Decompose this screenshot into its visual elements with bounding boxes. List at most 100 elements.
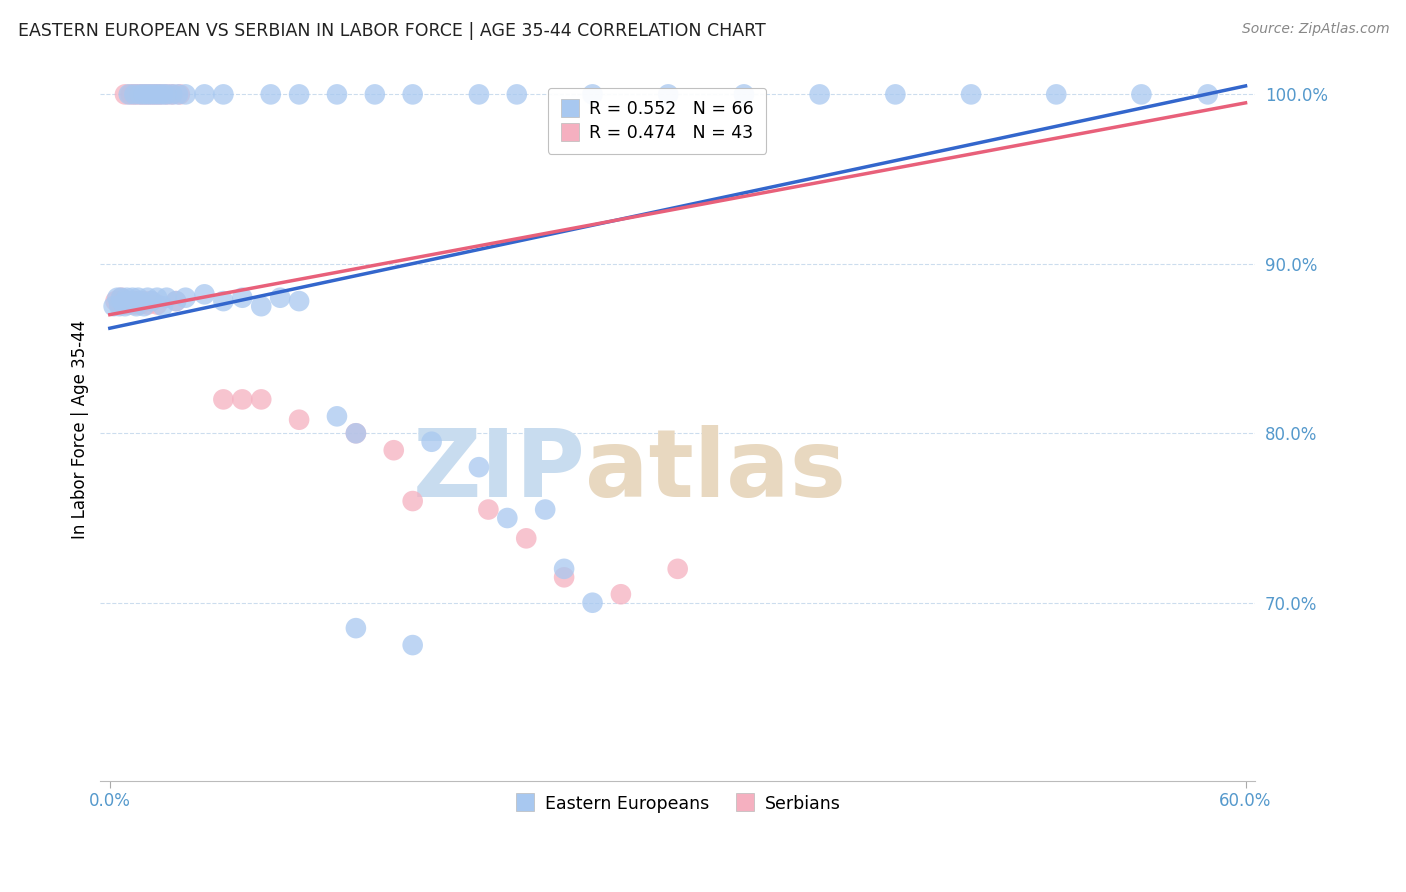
Point xyxy=(115,294,138,309)
Text: ZIP: ZIP xyxy=(412,425,585,517)
Point xyxy=(118,297,141,311)
Point xyxy=(112,294,135,309)
Y-axis label: In Labor Force | Age 35-44: In Labor Force | Age 35-44 xyxy=(72,319,89,539)
Point xyxy=(402,494,425,508)
Point xyxy=(127,87,149,102)
Point xyxy=(808,87,831,102)
Point xyxy=(152,87,174,102)
Point xyxy=(124,87,146,102)
Point xyxy=(288,413,311,427)
Point xyxy=(131,87,153,102)
Point xyxy=(155,87,177,102)
Point xyxy=(138,87,160,102)
Point xyxy=(105,291,128,305)
Point xyxy=(884,87,907,102)
Point xyxy=(132,299,155,313)
Point xyxy=(581,596,603,610)
Point xyxy=(127,291,149,305)
Point xyxy=(148,87,170,102)
Point xyxy=(169,87,191,102)
Point xyxy=(104,294,127,309)
Point xyxy=(165,294,187,309)
Point xyxy=(231,392,253,407)
Point xyxy=(610,587,633,601)
Point xyxy=(1197,87,1219,102)
Point xyxy=(162,87,184,102)
Point xyxy=(344,426,367,441)
Point xyxy=(146,297,169,311)
Point xyxy=(129,297,152,311)
Point xyxy=(120,294,142,309)
Text: Source: ZipAtlas.com: Source: ZipAtlas.com xyxy=(1241,22,1389,37)
Point xyxy=(118,294,141,309)
Point xyxy=(167,87,190,102)
Point xyxy=(506,87,529,102)
Point xyxy=(326,87,349,102)
Point xyxy=(1045,87,1067,102)
Point xyxy=(121,297,143,311)
Point xyxy=(124,294,146,309)
Point xyxy=(129,87,152,102)
Point xyxy=(960,87,983,102)
Point xyxy=(212,294,235,309)
Point xyxy=(553,562,575,576)
Point xyxy=(477,502,499,516)
Point xyxy=(193,287,215,301)
Point xyxy=(114,87,136,102)
Point xyxy=(110,291,132,305)
Point xyxy=(132,294,155,309)
Point xyxy=(326,409,349,424)
Point xyxy=(288,87,311,102)
Point xyxy=(733,87,755,102)
Point xyxy=(125,297,148,311)
Point xyxy=(165,294,187,309)
Point xyxy=(141,87,163,102)
Point xyxy=(129,294,152,309)
Point xyxy=(553,570,575,584)
Point xyxy=(231,291,253,305)
Point xyxy=(364,87,387,102)
Point xyxy=(581,87,603,102)
Legend: Eastern Europeans, Serbians: Eastern Europeans, Serbians xyxy=(503,782,852,825)
Point xyxy=(174,291,197,305)
Point xyxy=(260,87,283,102)
Point xyxy=(212,392,235,407)
Point xyxy=(657,87,679,102)
Point xyxy=(212,87,235,102)
Point xyxy=(108,297,131,311)
Point xyxy=(152,299,174,313)
Point xyxy=(135,87,157,102)
Point xyxy=(118,87,141,102)
Text: atlas: atlas xyxy=(585,425,846,517)
Point xyxy=(146,87,169,102)
Point xyxy=(120,87,142,102)
Point xyxy=(402,638,425,652)
Point xyxy=(136,87,159,102)
Point xyxy=(515,532,537,546)
Point xyxy=(124,87,146,102)
Point xyxy=(114,297,136,311)
Point xyxy=(103,299,125,313)
Point xyxy=(141,294,163,309)
Point xyxy=(402,87,425,102)
Point xyxy=(496,511,519,525)
Point xyxy=(124,295,146,310)
Text: EASTERN EUROPEAN VS SERBIAN IN LABOR FORCE | AGE 35-44 CORRELATION CHART: EASTERN EUROPEAN VS SERBIAN IN LABOR FOR… xyxy=(18,22,766,40)
Point xyxy=(344,426,367,441)
Point xyxy=(468,87,491,102)
Point xyxy=(127,294,149,309)
Point xyxy=(146,291,169,305)
Point xyxy=(112,295,135,310)
Point xyxy=(1130,87,1153,102)
Point xyxy=(149,87,172,102)
Point xyxy=(250,392,273,407)
Point xyxy=(142,87,165,102)
Point xyxy=(115,291,138,305)
Point xyxy=(132,87,155,102)
Point xyxy=(193,87,215,102)
Point xyxy=(125,299,148,313)
Point xyxy=(110,291,132,305)
Point xyxy=(250,299,273,313)
Point xyxy=(143,87,166,102)
Point xyxy=(174,87,197,102)
